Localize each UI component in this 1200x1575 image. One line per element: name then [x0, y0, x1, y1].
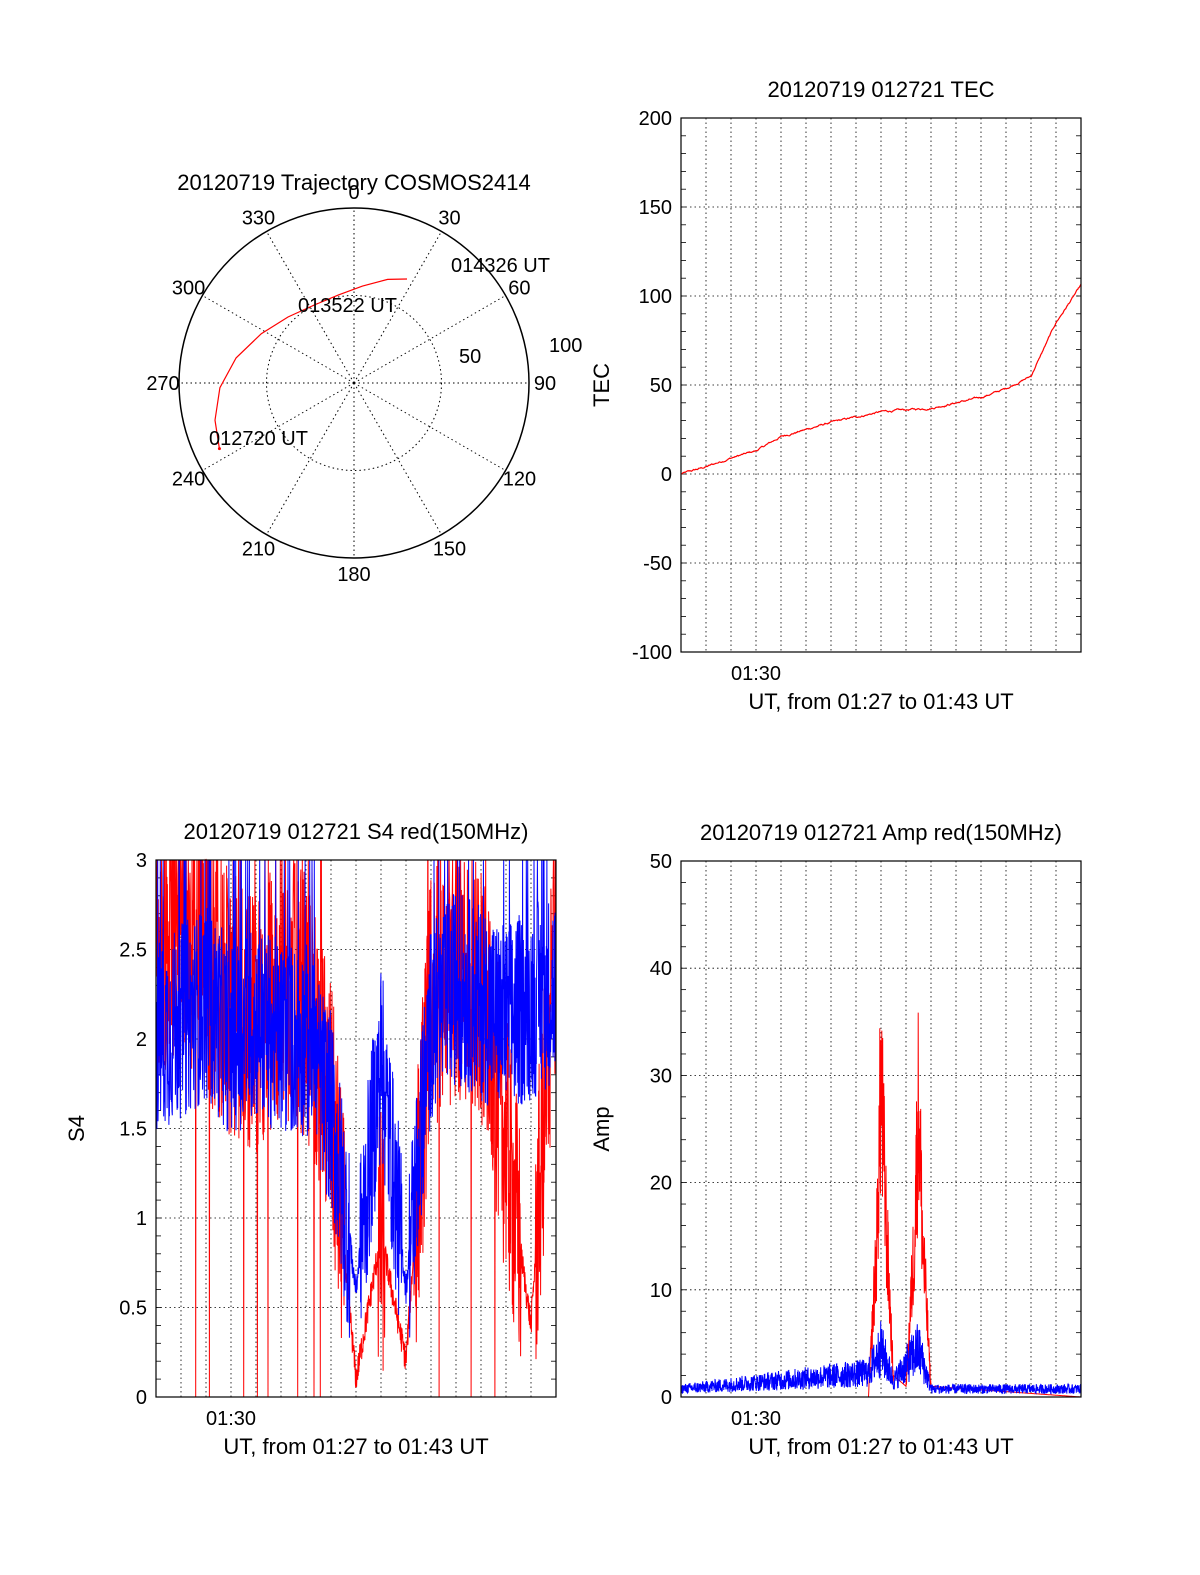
polar-azimuth-label: 270 — [146, 373, 179, 395]
y-tick-label: 3 — [136, 850, 147, 872]
y-tick-label: 10 — [650, 1280, 672, 1302]
polar-azimuth-label: 120 — [503, 469, 536, 491]
y-tick-label: 0 — [661, 1387, 672, 1409]
chart-title: 20120719 012721 S4 red(150MHz) — [184, 819, 529, 844]
polar-ring-50 — [266, 295, 442, 471]
trajectory-line — [214, 278, 408, 449]
y-tick-label: 1.5 — [119, 1119, 147, 1141]
polar-spoke — [266, 382, 355, 535]
y-tick-label: 0.5 — [119, 1298, 147, 1320]
polar-azimuth-label: 330 — [242, 208, 275, 230]
trajectory-time-label: 012720 UT — [209, 428, 308, 450]
polar-radial-label: 50 — [459, 346, 481, 368]
trajectory-start-marker — [217, 447, 221, 451]
x-axis-label: UT, from 01:27 to 01:43 UT — [223, 1434, 488, 1459]
y-tick-label: 1 — [136, 1208, 147, 1230]
polar-spoke — [202, 382, 355, 471]
tec-chart: 20120719 012721 TEC -100 -50 0 50 100 150 200 01… — [589, 77, 1082, 714]
chart-title: 20120719 012721 Amp red(150MHz) — [700, 820, 1062, 845]
y-tick-label: 0 — [136, 1387, 147, 1409]
y-axis-label: TEC — [589, 363, 614, 407]
y-tick-label: -100 — [632, 642, 672, 664]
s4-chart: 20120719 012721 S4 red(150MHz) 0 0.5 1 1.5 2 2… — [64, 819, 557, 1459]
polar-azimuth-label: 180 — [337, 564, 370, 586]
y-tick-label: 2.5 — [119, 940, 147, 962]
plot-frame — [680, 860, 1082, 1398]
x-axis-label: UT, from 01:27 to 01:43 UT — [748, 689, 1013, 714]
tec-series-line — [680, 283, 1082, 475]
x-tick-label: 01:30 — [206, 1408, 256, 1430]
plot-frame — [680, 117, 1082, 653]
y-tick-label: 30 — [650, 1065, 672, 1087]
amp-blue-series — [680, 1321, 1082, 1395]
x-axis-label: UT, from 01:27 to 01:43 UT — [748, 1434, 1013, 1459]
y-tick-label: 50 — [650, 851, 672, 873]
y-axis-label: S4 — [64, 1115, 89, 1142]
amp-chart: 20120719 012721 Amp red(150MHz) 0 10 20 30 40… — [589, 820, 1082, 1459]
y-tick-label: 40 — [650, 958, 672, 980]
trajectory-time-label: 013522 UT — [298, 295, 397, 317]
x-tick-label: 01:30 — [731, 663, 781, 685]
polar-outer-ring — [178, 207, 530, 559]
x-tick-label: 01:30 — [731, 1408, 781, 1430]
y-tick-label: 2 — [136, 1029, 147, 1051]
polar-azimuth-label: 300 — [172, 278, 205, 300]
polar-azimuth-label: 0 — [348, 182, 359, 204]
y-axis-label: Amp — [589, 1106, 614, 1151]
trajectory-time-label: 014326 UT — [451, 255, 550, 277]
polar-azimuth-label: 30 — [438, 208, 460, 230]
s4-blue-series — [155, 859, 557, 1338]
y-tick-label: 50 — [650, 375, 672, 397]
chart-title: 20120719 012721 TEC — [767, 77, 994, 102]
y-tick-label: 20 — [650, 1173, 672, 1195]
polar-azimuth-label: 150 — [433, 538, 466, 560]
polar-azimuth-label: 240 — [172, 469, 205, 491]
y-tick-label: -50 — [643, 553, 672, 575]
polar-chart-title: 20120719 Trajectory COSMOS2414 — [177, 170, 530, 195]
y-tick-label: 100 — [639, 286, 672, 308]
plot-frame — [155, 859, 557, 1398]
y-tick-label: 150 — [639, 197, 672, 219]
polar-azimuth-label: 90 — [534, 373, 556, 395]
polar-azimuth-label: 210 — [242, 538, 275, 560]
y-tick-label: 200 — [639, 108, 672, 130]
y-tick-label: 0 — [661, 464, 672, 486]
polar-azimuth-label: 60 — [508, 278, 530, 300]
polar-radial-label: 100 — [549, 335, 582, 357]
s4-red-series — [155, 858, 557, 1398]
